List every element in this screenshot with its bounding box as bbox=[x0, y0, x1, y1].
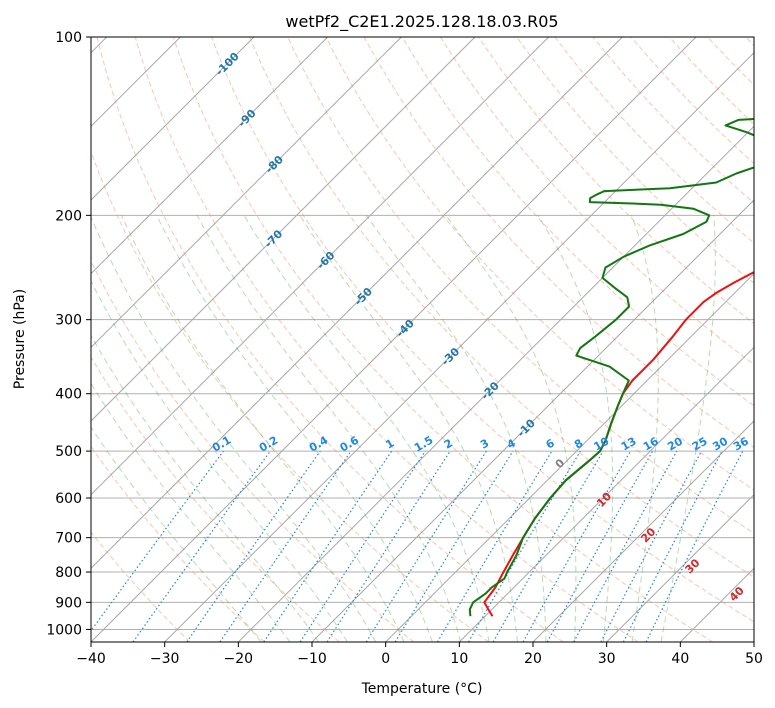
isotherm-line bbox=[91, 37, 623, 570]
moist-adiabat-line bbox=[91, 279, 348, 642]
moist-adiabat-line bbox=[445, 215, 577, 642]
isotherm-line bbox=[311, 199, 754, 642]
mixing-ratio-line bbox=[299, 450, 426, 642]
y-tick-label: 1000 bbox=[46, 622, 82, 638]
isotherm-line bbox=[91, 37, 476, 422]
mixing-ratio-line bbox=[573, 450, 678, 642]
y-axis-label: Pressure (hPa) bbox=[12, 289, 28, 389]
moist-adiabat-line bbox=[156, 215, 433, 642]
sounding-series bbox=[468, 117, 754, 617]
x-tick-label: 30 bbox=[598, 651, 616, 667]
isotherm-line bbox=[237, 125, 754, 642]
moist-adiabat-line bbox=[365, 215, 547, 642]
isotherm-line bbox=[164, 51, 754, 642]
moist-adiabat-line bbox=[196, 215, 462, 642]
x-tick-label: −20 bbox=[224, 651, 254, 667]
dry-adiabat-line bbox=[91, 150, 489, 642]
x-tick-label: 20 bbox=[524, 651, 542, 667]
isotherm-line bbox=[91, 37, 402, 349]
isotherm-line bbox=[91, 37, 550, 496]
dry-adiabat-line bbox=[172, 37, 713, 642]
y-tick-label: 100 bbox=[55, 30, 82, 46]
y-tick-label: 300 bbox=[55, 313, 82, 329]
mixing-ratio-line bbox=[219, 450, 352, 642]
dry-adiabat-line bbox=[91, 445, 265, 642]
moist-adiabat-line bbox=[660, 215, 716, 642]
isotherm-line bbox=[91, 37, 697, 642]
y-tick-label: 900 bbox=[55, 595, 82, 611]
dry-adiabat-line bbox=[91, 356, 340, 642]
y-tick-label: 500 bbox=[55, 444, 82, 460]
isotherm-line bbox=[532, 420, 754, 642]
x-axis: −40 −30 −20 −10 0 10 20 30 40 50 bbox=[76, 642, 763, 667]
y-tick-label: 800 bbox=[55, 565, 82, 581]
mixing-ratio-line bbox=[522, 450, 632, 642]
y-tick-label: 700 bbox=[55, 531, 82, 547]
plot-frame bbox=[90, 36, 755, 643]
mixing-ratio-line bbox=[394, 450, 514, 642]
dry-adiabat-line bbox=[134, 37, 639, 642]
dry-adiabat-line bbox=[439, 37, 754, 366]
moist-adiabat-line bbox=[537, 215, 614, 642]
mixing-ratio-line bbox=[546, 450, 654, 642]
dry-adiabat-line bbox=[91, 259, 415, 642]
dry-adiabat-line bbox=[401, 37, 754, 407]
dry-adiabat-line bbox=[91, 531, 191, 642]
x-tick-label: −10 bbox=[297, 651, 327, 667]
x-tick-label: 10 bbox=[450, 651, 468, 667]
x-tick-label: 40 bbox=[671, 651, 689, 667]
isotherm-line bbox=[385, 272, 754, 642]
y-tick-label: 400 bbox=[55, 387, 82, 403]
x-tick-label: 0 bbox=[381, 651, 390, 667]
mixing-ratio-line bbox=[91, 450, 224, 632]
moist-adiabat-line bbox=[91, 426, 262, 642]
x-tick-label: 50 bbox=[745, 651, 763, 667]
chart-title: wetPf2_C2E1.2025.128.18.03.R05 bbox=[285, 12, 558, 32]
dewpoint-line bbox=[468, 117, 754, 617]
isotherm-line bbox=[91, 37, 255, 201]
moist-adiabat-line bbox=[91, 215, 377, 642]
dry-adiabat-line bbox=[249, 37, 754, 578]
y-axis: 100 200 300 400 500 600 700 800 900 1000 bbox=[46, 30, 91, 638]
isotherm-line bbox=[91, 37, 329, 275]
dry-adiabat-line bbox=[96, 37, 564, 642]
background-lines bbox=[91, 37, 754, 642]
dry-adiabat-line bbox=[325, 37, 754, 491]
x-tick-label: −40 bbox=[76, 651, 106, 667]
dry-adiabat-line bbox=[516, 37, 754, 284]
isotherm-line bbox=[606, 493, 754, 642]
x-axis-label: Temperature (°C) bbox=[361, 681, 483, 697]
isotherm-line bbox=[458, 346, 754, 642]
mixing-ratio-line bbox=[326, 450, 451, 642]
mixing-ratio-line bbox=[132, 450, 271, 642]
y-tick-label: 600 bbox=[55, 491, 82, 507]
mixing-ratio-line bbox=[645, 450, 744, 642]
mixing-ratio-line bbox=[186, 450, 321, 642]
mixing-ratio-line bbox=[263, 450, 393, 642]
moist-adiabat-line bbox=[91, 334, 320, 642]
x-tick-label: −30 bbox=[150, 651, 180, 667]
moist-adiabat-line bbox=[121, 215, 405, 642]
moist-adiabat-line bbox=[243, 215, 490, 642]
y-tick-label: 200 bbox=[55, 208, 82, 224]
